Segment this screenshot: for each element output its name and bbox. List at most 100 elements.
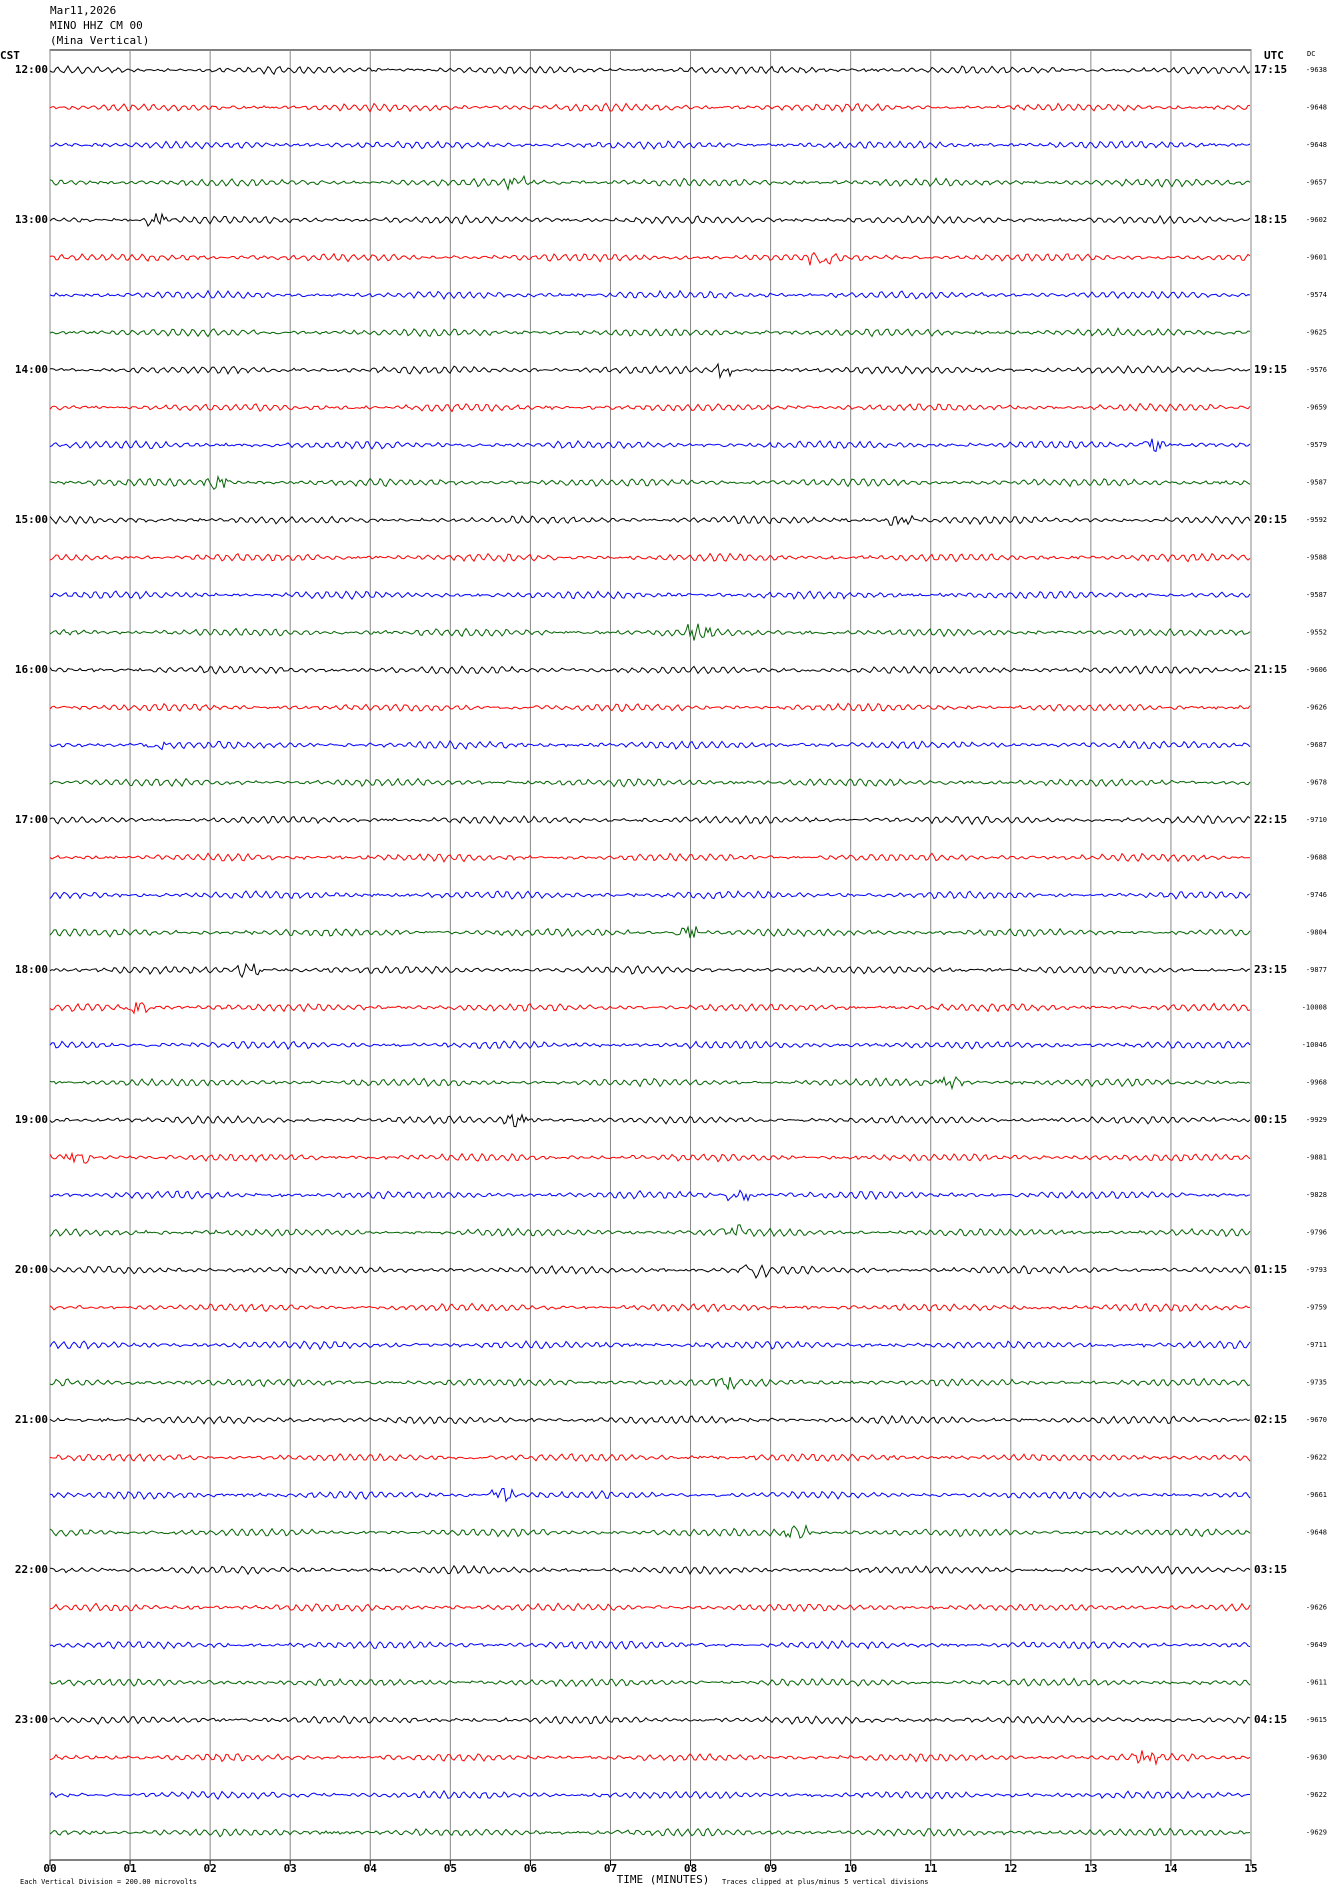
- right-label: UTC: [1264, 49, 1284, 62]
- dc-value: -9588: [1306, 554, 1327, 562]
- dc-value: -9579: [1306, 441, 1327, 449]
- dc-value: -9688: [1306, 854, 1327, 862]
- plot-frame: [49, 49, 1252, 1861]
- trace: [49, 174, 1251, 192]
- dc-value: -9626: [1306, 1604, 1327, 1612]
- utc-label: 00:15: [1254, 1113, 1287, 1126]
- trace: [49, 1189, 1251, 1203]
- dc-label: DC: [1307, 50, 1315, 58]
- cst-label: 19:00: [15, 1113, 48, 1126]
- dc-value: -9587: [1306, 591, 1327, 599]
- trace: [49, 702, 1251, 713]
- trace: [49, 1151, 1251, 1164]
- trace: [49, 1452, 1251, 1463]
- location: (Mina Vertical): [50, 34, 149, 47]
- trace: [49, 814, 1251, 826]
- dc-value: -9592: [1306, 516, 1327, 524]
- dc-value: -9648: [1306, 141, 1327, 149]
- trace: [49, 777, 1251, 788]
- dc-value: -9576: [1306, 366, 1327, 374]
- x-tick-label: 08: [684, 1862, 697, 1875]
- trace: [49, 1376, 1251, 1391]
- dc-value: -9587: [1306, 479, 1327, 487]
- trace: [49, 1113, 1251, 1128]
- trace: [49, 925, 1251, 939]
- trace: [49, 251, 1251, 266]
- cst-label: 12:00: [15, 63, 48, 76]
- trace: [49, 289, 1251, 300]
- dc-value: -9638: [1306, 66, 1327, 74]
- dc-value: -9622: [1306, 1791, 1327, 1799]
- dc-value: -9625: [1306, 329, 1327, 337]
- x-axis-label: TIME (MINUTES): [617, 1873, 710, 1886]
- utc-label: 04:15: [1254, 1713, 1287, 1726]
- dc-value: -9670: [1306, 1416, 1327, 1424]
- x-tick-label: 07: [604, 1862, 617, 1875]
- trace: [49, 140, 1251, 150]
- trace: [49, 514, 1251, 526]
- x-tick-label: 04: [364, 1862, 378, 1875]
- dc-value: -9611: [1306, 1679, 1327, 1687]
- dc-value: -9659: [1306, 404, 1327, 412]
- x-tick-label: 01: [123, 1862, 137, 1875]
- dc-value: -9687: [1306, 741, 1327, 749]
- dc-value: -9796: [1306, 1229, 1327, 1237]
- trace: [49, 623, 1251, 641]
- dc-value: -9678: [1306, 779, 1327, 787]
- trace: [49, 890, 1251, 900]
- dc-value: -9759: [1306, 1304, 1327, 1312]
- dc-value: -9649: [1306, 1641, 1327, 1649]
- trace: [49, 1224, 1251, 1238]
- trace: [49, 1677, 1251, 1688]
- x-tick-label: 10: [844, 1862, 857, 1875]
- utc-label: 01:15: [1254, 1263, 1287, 1276]
- dc-value: -9929: [1306, 1116, 1327, 1124]
- x-tick-label: 11: [924, 1862, 938, 1875]
- trace: [49, 1789, 1251, 1800]
- cst-label: 23:00: [15, 1713, 48, 1726]
- cst-label: 21:00: [15, 1413, 48, 1426]
- trace: [49, 1750, 1251, 1766]
- x-tick-label: 13: [1084, 1862, 1097, 1875]
- dc-value: -9661: [1306, 1491, 1327, 1499]
- utc-label: 21:15: [1254, 663, 1287, 676]
- cst-label: 15:00: [15, 513, 48, 526]
- cst-label: 17:00: [15, 813, 48, 826]
- utc-label: 19:15: [1254, 363, 1287, 376]
- utc-label: 22:15: [1254, 813, 1287, 826]
- trace: [49, 1714, 1251, 1725]
- trace: [49, 1564, 1251, 1576]
- dc-value: -9606: [1306, 666, 1327, 674]
- trace: [49, 1339, 1251, 1351]
- date: Mar11,2026: [50, 4, 116, 17]
- trace: [49, 552, 1251, 563]
- trace: [49, 1523, 1251, 1539]
- dc-value: -9601: [1306, 254, 1327, 262]
- dc-value: -9629: [1306, 1829, 1327, 1837]
- trace: [49, 1302, 1251, 1313]
- dc-value: -9630: [1306, 1754, 1327, 1762]
- trace: [49, 64, 1251, 76]
- trace: [49, 402, 1251, 413]
- trace: [49, 438, 1251, 453]
- dc-value: -9648: [1306, 104, 1327, 112]
- utc-label: 18:15: [1254, 213, 1287, 226]
- dc-value: -9711: [1306, 1341, 1327, 1349]
- cst-label: 14:00: [15, 363, 48, 376]
- dc-value: -9804: [1306, 929, 1327, 937]
- left-label: CST: [0, 49, 20, 62]
- cst-label: 18:00: [15, 963, 48, 976]
- dc-value: -9735: [1306, 1379, 1327, 1387]
- trace: [49, 1827, 1251, 1838]
- dc-value: -9574: [1306, 291, 1327, 299]
- x-tick-label: 02: [204, 1862, 217, 1875]
- dc-value: -9710: [1306, 816, 1327, 824]
- dc-value: -10008: [1302, 1004, 1327, 1012]
- dc-value: -9552: [1306, 629, 1327, 637]
- trace: [49, 962, 1251, 979]
- cst-label: 20:00: [15, 1263, 48, 1276]
- trace: [49, 1264, 1251, 1279]
- dc-value: -10046: [1302, 1041, 1327, 1049]
- dc-value: -9615: [1306, 1716, 1327, 1724]
